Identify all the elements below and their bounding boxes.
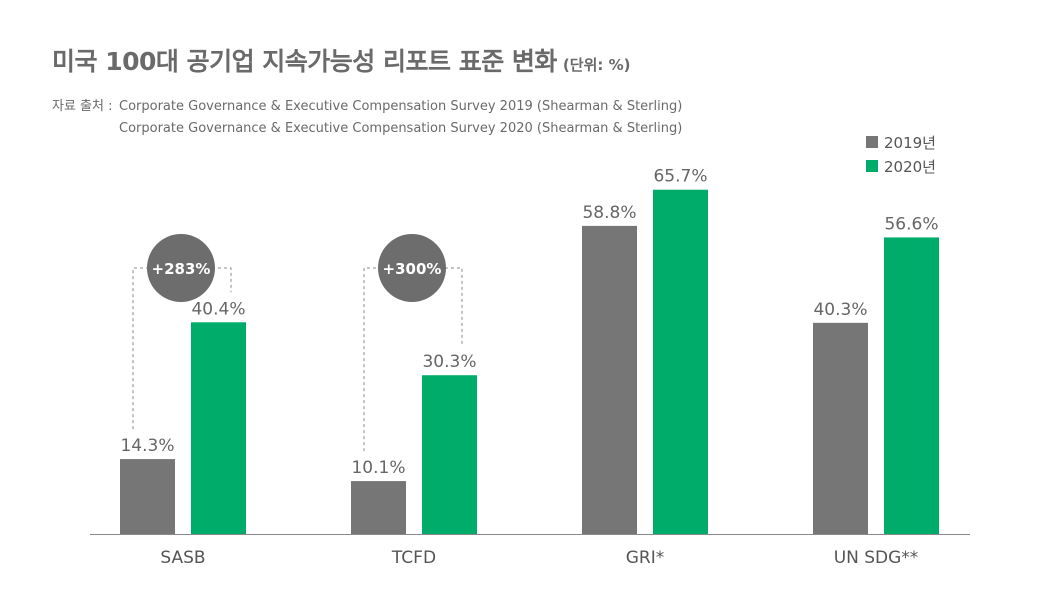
bar-2019-3 [813,322,868,534]
growth-badge-1 [378,234,446,302]
growth-badge-label-0: +283% [152,260,211,278]
data-label-2020-0: 40.4% [191,299,245,319]
data-label-2019-2: 58.8% [582,203,636,223]
bar-2019-2 [582,225,637,534]
data-label-2019-0: 14.3% [120,436,174,456]
bar-2020-2 [653,189,708,534]
data-label-2019-3: 40.3% [813,300,867,320]
growth-badge-0 [147,234,215,302]
legend-item-2020: 2020년 [866,154,936,178]
bar-2020-3 [884,237,939,534]
legend-label-2020: 2020년 [884,157,936,176]
bar-2019-1 [351,481,406,534]
bar-2020-0 [191,322,246,534]
source-line-2: Corporate Governance & Executive Compens… [119,121,683,136]
source-line-1: Corporate Governance & Executive Compens… [119,99,683,114]
bar-2020-1 [422,375,477,534]
legend-swatch-2019 [866,136,878,148]
chart-unit: (단위: %) [562,56,631,74]
category-label-0: SASB [160,548,205,568]
legend-label-2019: 2019년 [884,133,936,152]
data-label-2020-3: 56.6% [884,214,938,234]
growth-bracket-1 [363,267,463,452]
chart-title: 미국 100대 공기업 지속가능성 리포트 표준 변화 [52,47,557,76]
data-label-2020-2: 65.7% [653,167,707,187]
category-label-3: UN SDG** [834,548,919,568]
legend-item-2019: 2019년 [866,130,936,154]
category-label-1: TCFD [391,548,436,568]
bar-2019-0 [120,459,175,534]
data-label-2020-1: 30.3% [422,352,476,372]
legend-swatch-2020 [866,160,878,172]
legend: 2019년 2020년 [866,130,936,178]
category-label-2: GRI* [626,548,665,568]
source-label: 자료 출처 : [52,99,113,114]
data-label-2019-1: 10.1% [351,458,405,478]
chart-title-row: 미국 100대 공기업 지속가능성 리포트 표준 변화 (단위: %) [52,42,630,78]
source-note: 자료 출처 : Corporate Governance & Executive … [52,96,682,140]
growth-badge-label-1: +300% [383,260,442,278]
